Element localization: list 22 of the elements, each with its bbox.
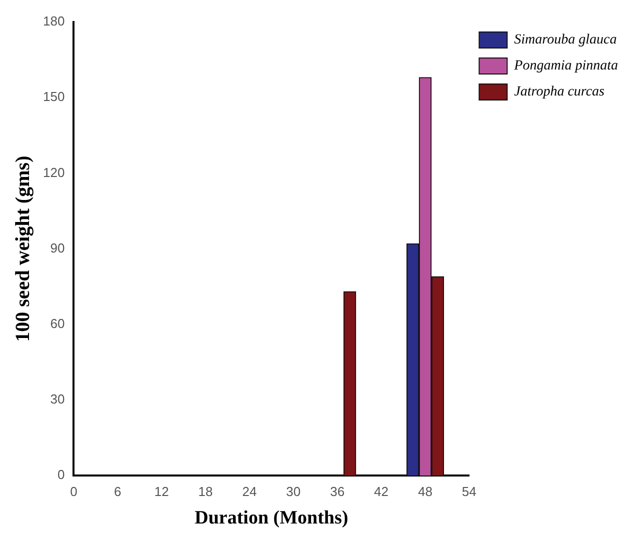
y-tick-label: 180 — [42, 14, 65, 29]
x-tick-label: 18 — [198, 484, 213, 499]
x-tick-label: 24 — [242, 484, 257, 499]
y-tick-label: 30 — [50, 392, 65, 407]
x-tick-label: 36 — [330, 484, 345, 499]
x-axis-title: Duration (Months) — [194, 508, 348, 529]
x-tick-label: 54 — [462, 484, 476, 499]
y-axis-title: 100 seed weight (gms) — [12, 156, 34, 342]
y-tick-label: 150 — [42, 89, 65, 104]
legend-label: Pongamia pinnata — [513, 58, 618, 74]
legend-label: Jatropha curcas — [514, 84, 606, 100]
y-tick-label: 120 — [42, 164, 65, 180]
y-tick-label: 90 — [50, 240, 65, 256]
y-tick-label: 60 — [50, 316, 65, 331]
x-tick-label: 12 — [154, 484, 169, 499]
legend-label: Simarouba glauca — [514, 32, 617, 48]
x-tick-label: 42 — [374, 484, 389, 499]
y-tick-label: 0 — [57, 467, 65, 482]
x-tick-label: 6 — [114, 484, 122, 499]
x-tick-label: 30 — [286, 484, 301, 499]
x-tick-label: 0 — [70, 484, 78, 499]
x-tick-label: 48 — [418, 484, 432, 499]
